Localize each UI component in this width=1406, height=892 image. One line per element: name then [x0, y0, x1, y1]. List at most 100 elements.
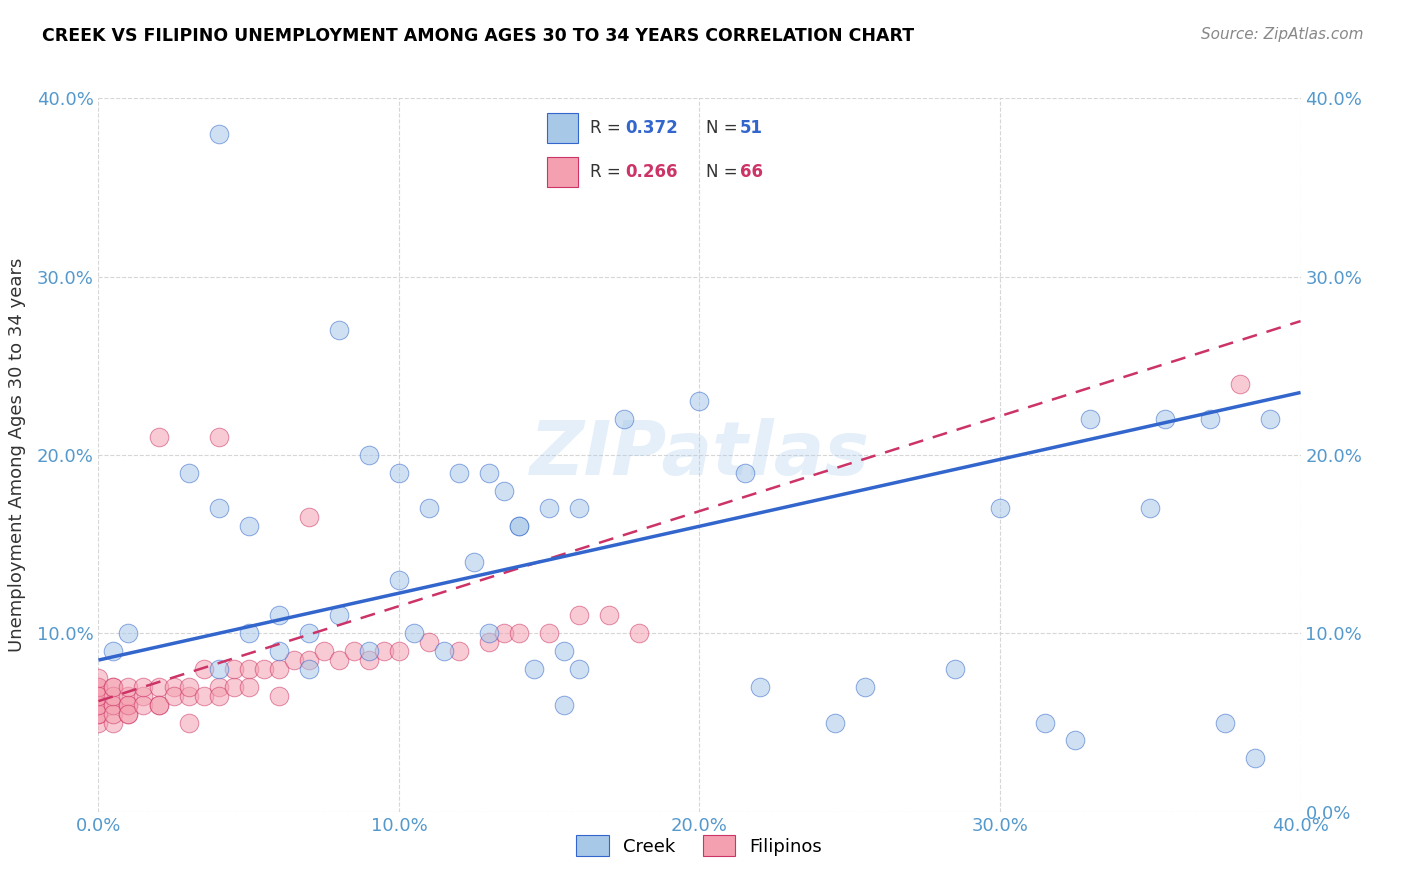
Point — [328, 323, 350, 337]
Point — [1244, 751, 1267, 765]
Point — [208, 662, 231, 676]
Point — [208, 430, 231, 444]
Point — [447, 466, 470, 480]
Point — [1199, 412, 1222, 426]
Point — [132, 689, 155, 703]
Point — [298, 626, 321, 640]
Point — [748, 680, 770, 694]
Point — [103, 706, 125, 721]
Point — [373, 644, 395, 658]
Point — [177, 680, 200, 694]
Point — [87, 680, 110, 694]
Point — [253, 662, 276, 676]
Point — [283, 653, 305, 667]
FancyBboxPatch shape — [547, 157, 578, 187]
Point — [208, 127, 231, 141]
Point — [508, 519, 530, 533]
Point — [148, 698, 170, 712]
Point — [103, 680, 125, 694]
Point — [1078, 412, 1101, 426]
Point — [177, 715, 200, 730]
FancyBboxPatch shape — [547, 113, 578, 143]
Point — [177, 689, 200, 703]
Point — [117, 689, 139, 703]
Text: N =: N = — [706, 119, 742, 136]
Point — [568, 501, 591, 516]
Text: 66: 66 — [740, 163, 763, 181]
Text: R =: R = — [591, 119, 626, 136]
Point — [193, 689, 215, 703]
Point — [357, 653, 380, 667]
Point — [87, 680, 110, 694]
Point — [208, 689, 231, 703]
Point — [853, 680, 876, 694]
Y-axis label: Unemployment Among Ages 30 to 34 years: Unemployment Among Ages 30 to 34 years — [7, 258, 25, 652]
Point — [689, 394, 711, 409]
Point — [132, 698, 155, 712]
Point — [1033, 715, 1056, 730]
Point — [117, 698, 139, 712]
Point — [628, 626, 651, 640]
Point — [177, 466, 200, 480]
Point — [162, 680, 184, 694]
Point — [117, 698, 139, 712]
Point — [87, 671, 110, 685]
Point — [103, 680, 125, 694]
Point — [824, 715, 846, 730]
Point — [103, 644, 125, 658]
Point — [418, 635, 440, 649]
Point — [267, 689, 290, 703]
Point — [508, 626, 530, 640]
Point — [538, 501, 561, 516]
Point — [598, 608, 620, 623]
Point — [148, 680, 170, 694]
Text: ZIPatlas: ZIPatlas — [530, 418, 869, 491]
Point — [298, 653, 321, 667]
Point — [1229, 376, 1251, 391]
Point — [103, 698, 125, 712]
Point — [117, 680, 139, 694]
Point — [162, 689, 184, 703]
Point — [298, 662, 321, 676]
Point — [1260, 412, 1282, 426]
Text: Source: ZipAtlas.com: Source: ZipAtlas.com — [1201, 27, 1364, 42]
Point — [328, 653, 350, 667]
Point — [357, 448, 380, 462]
Point — [87, 698, 110, 712]
Point — [943, 662, 966, 676]
Point — [103, 715, 125, 730]
Text: R =: R = — [591, 163, 626, 181]
Point — [613, 412, 636, 426]
Point — [463, 555, 485, 569]
Text: 0.372: 0.372 — [626, 119, 678, 136]
Point — [1139, 501, 1161, 516]
Point — [734, 466, 756, 480]
Point — [208, 680, 231, 694]
Text: 51: 51 — [740, 119, 763, 136]
Text: N =: N = — [706, 163, 742, 181]
Point — [222, 680, 245, 694]
Point — [494, 483, 516, 498]
Point — [343, 644, 366, 658]
Point — [222, 662, 245, 676]
Point — [87, 689, 110, 703]
Point — [103, 698, 125, 712]
Point — [1154, 412, 1177, 426]
Text: CREEK VS FILIPINO UNEMPLOYMENT AMONG AGES 30 TO 34 YEARS CORRELATION CHART: CREEK VS FILIPINO UNEMPLOYMENT AMONG AGE… — [42, 27, 914, 45]
Point — [494, 626, 516, 640]
Legend: Creek, Filipinos: Creek, Filipinos — [569, 828, 830, 863]
Point — [447, 644, 470, 658]
Text: 0.266: 0.266 — [626, 163, 678, 181]
Point — [433, 644, 456, 658]
Point — [568, 608, 591, 623]
Point — [553, 698, 575, 712]
Point — [87, 689, 110, 703]
Point — [1215, 715, 1237, 730]
Point — [388, 644, 411, 658]
Point — [87, 706, 110, 721]
Point — [238, 519, 260, 533]
Point — [148, 430, 170, 444]
Point — [193, 662, 215, 676]
Point — [478, 626, 501, 640]
Point — [388, 573, 411, 587]
